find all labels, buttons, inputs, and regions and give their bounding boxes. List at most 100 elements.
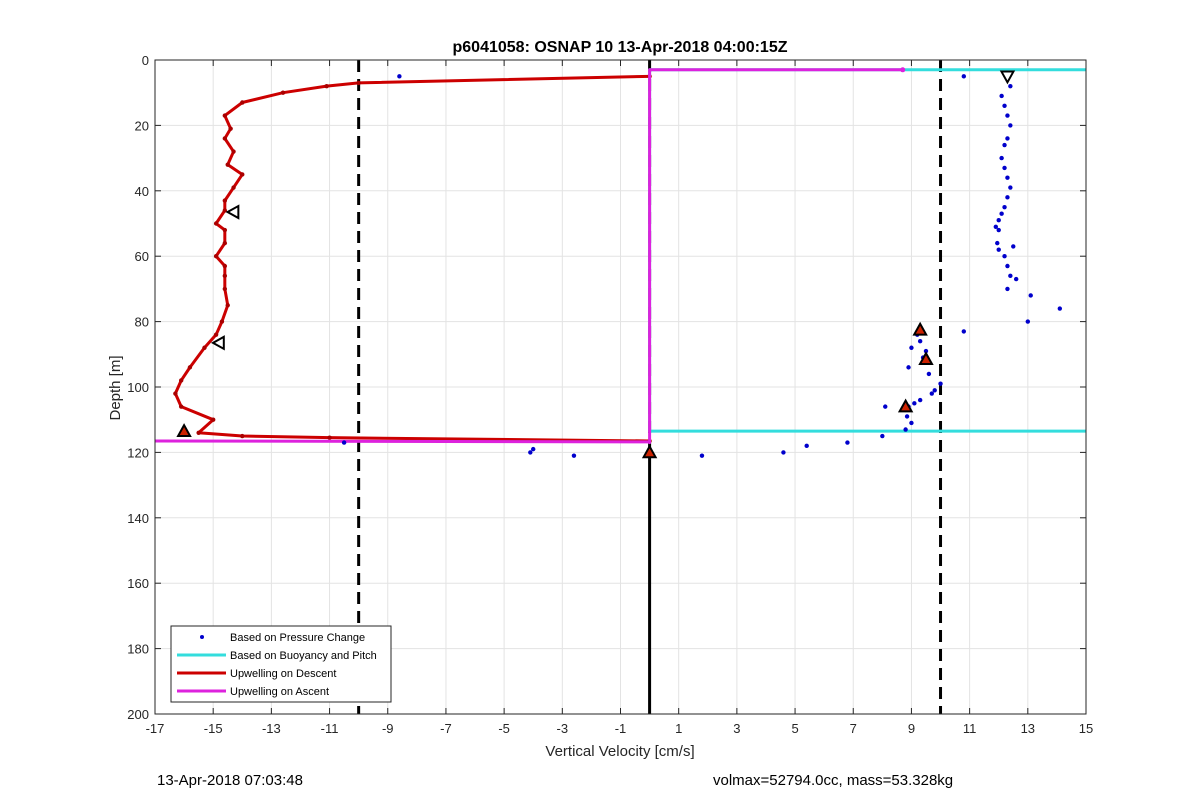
y-tick-label: 120 — [127, 445, 149, 460]
pressure-change-point — [996, 227, 1001, 233]
descent-point — [222, 208, 228, 213]
legend-label-upwelling-on-ascent: Upwelling on Ascent — [230, 686, 329, 698]
pressure-change-point — [906, 365, 911, 370]
pressure-change-point — [1002, 103, 1007, 108]
pressure-change-point — [938, 381, 943, 386]
pressure-change-point — [804, 443, 809, 449]
pressure-change-point — [571, 453, 577, 458]
pressure-change-point — [1002, 142, 1007, 148]
pressure-change-point — [923, 348, 929, 354]
x-tick-label: -5 — [498, 721, 510, 736]
x-tick-label: -17 — [146, 721, 165, 736]
x-tick-label: -15 — [204, 721, 223, 736]
x-tick-label: -3 — [557, 721, 569, 736]
x-tick-label: -9 — [382, 721, 394, 736]
marker-triangle-up-filled — [912, 321, 928, 336]
pressure-change-point — [699, 453, 705, 458]
marker-triangle-up-filled — [918, 351, 934, 366]
descent-point — [225, 303, 230, 308]
pressure-change-point — [993, 224, 999, 229]
descent-point — [231, 149, 236, 154]
descent-point — [178, 404, 184, 409]
x-tick-label: -11 — [321, 721, 339, 736]
pressure-change-point — [1008, 123, 1013, 128]
pressure-change-point — [903, 427, 908, 432]
pressure-change-point — [341, 440, 347, 445]
pressure-change-point — [528, 450, 533, 455]
marker-triangle-up-filled — [641, 444, 658, 459]
y-tick-label: 100 — [127, 380, 149, 395]
pressure-change-point — [1057, 306, 1063, 311]
ascent-point — [900, 67, 906, 73]
legend-label-based-on-buoyancy-and-pitch: Based on Buoyancy and Pitch — [230, 650, 377, 662]
footer-timestamp: 13-Apr-2018 07:03:48 — [157, 772, 303, 789]
marker-triangle-left-open — [210, 335, 225, 351]
pressure-change-point — [1005, 263, 1010, 269]
pressure-change-point — [1008, 185, 1013, 190]
descent-point — [327, 435, 332, 440]
pressure-change-point — [999, 211, 1004, 216]
pressure-change-point — [961, 329, 967, 334]
pressure-change-point — [845, 440, 850, 445]
descent-point — [240, 100, 245, 105]
pressure-change-point — [1013, 276, 1019, 282]
legend: Based on Pressure Change Based on Buoyanc… — [170, 625, 392, 703]
pressure-change-point — [909, 345, 914, 350]
y-tick-label: 80 — [135, 315, 149, 330]
y-tick-label: 200 — [127, 707, 149, 722]
y-tick-label: 140 — [127, 511, 149, 526]
pressure-change-point — [996, 218, 1001, 223]
descent-point — [240, 433, 245, 439]
pressure-change-point — [917, 397, 923, 403]
x-tick-label: -13 — [262, 721, 281, 736]
descent-point — [222, 286, 228, 292]
descent-point — [196, 430, 201, 435]
pressure-change-point — [1002, 254, 1007, 259]
pressure-change-point — [1005, 195, 1010, 200]
descent-point — [222, 263, 228, 269]
legend-label-upwelling-on-descent: Upwelling on Descent — [230, 668, 336, 680]
pressure-change-point — [917, 339, 923, 344]
descent-point — [202, 345, 207, 350]
descent-point — [222, 113, 228, 118]
descent-point — [231, 185, 236, 190]
pressure-change-point — [996, 247, 1001, 252]
pressure-change-point — [909, 420, 914, 426]
descent-point — [356, 80, 361, 86]
pressure-change-point — [932, 388, 937, 393]
pressure-change-point — [999, 93, 1004, 99]
pressure-change-point — [1005, 136, 1010, 141]
y-tick-label: 180 — [127, 642, 149, 657]
footer-volmax-mass: volmax=52794.0cc, mass=53.328kg — [713, 772, 954, 789]
y-tick-label: 20 — [135, 118, 149, 133]
descent-point — [222, 198, 228, 203]
pressure-change-point — [1008, 83, 1013, 89]
chart-title: p6041058: OSNAP 10 13-Apr-2018 04:00:15Z — [453, 39, 788, 56]
y-tick-label: 0 — [142, 53, 149, 68]
pressure-change-point — [912, 401, 917, 406]
series-line-upwelling-on-descent — [173, 74, 650, 443]
descent-point — [324, 83, 329, 89]
legend-swatch-based-on-pressure-change — [200, 635, 204, 639]
pressure-change-point — [883, 404, 888, 409]
pressure-change-point — [1025, 319, 1031, 324]
x-tick-label: 3 — [733, 721, 740, 736]
x-tick-label: 13 — [1021, 721, 1035, 736]
descent-point — [222, 136, 228, 141]
legend-box — [170, 625, 392, 703]
descent-point — [240, 172, 245, 177]
series-line-upwelling-on-ascent — [155, 68, 903, 445]
marker-triangle-down-open — [999, 70, 1016, 85]
marker-triangle-up-filled — [897, 398, 914, 413]
y-axis-label: Depth [m] — [107, 355, 124, 420]
marker-triangle-left-open — [225, 204, 240, 220]
x-tick-label: 9 — [908, 721, 915, 736]
pressure-change-point — [1005, 175, 1010, 180]
pressure-change-point — [781, 450, 786, 455]
pressure-change-point — [929, 391, 935, 396]
data-layer — [155, 60, 1086, 714]
pressure-change-point — [1011, 244, 1016, 249]
descent-point — [210, 417, 216, 422]
descent-point — [222, 227, 228, 233]
